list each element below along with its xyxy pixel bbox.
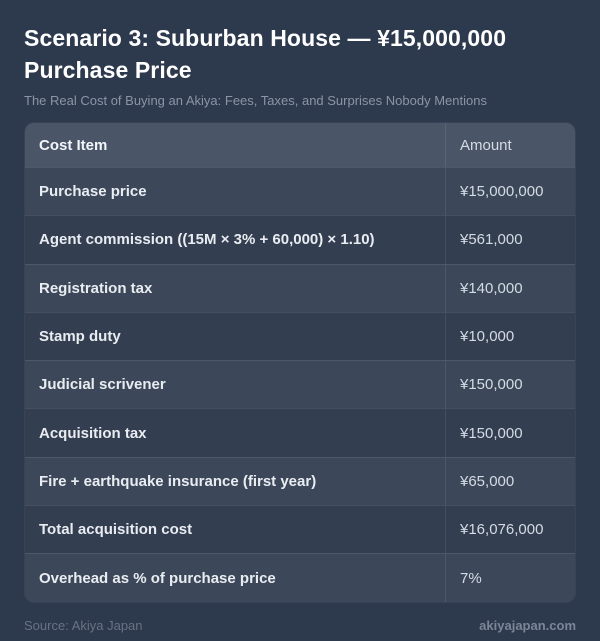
cost-item-cell: Judicial scrivener [39, 376, 166, 394]
column-header-amount: Amount [445, 123, 575, 167]
cost-item-cell: Registration tax [39, 279, 153, 297]
amount-cell: ¥561,000 [445, 216, 575, 264]
table-row: Agent commission ((15M × 3% + 60,000) × … [25, 215, 575, 264]
table-row: Fire + earthquake insurance (first year)… [25, 456, 575, 506]
amount-cell: ¥16,076,000 [445, 506, 575, 554]
cost-item-cell: Overhead as % of purchase price [39, 569, 276, 587]
cost-item-cell: Fire + earthquake insurance (first year) [39, 472, 317, 490]
amount-cell: ¥10,000 [445, 312, 575, 361]
cost-item-cell: Agent commission ((15M × 3% + 60,000) × … [39, 231, 375, 249]
table-row: Overhead as % of purchase price 7% [25, 553, 575, 602]
amount-cell: ¥150,000 [445, 361, 575, 409]
website-label: akiyajapan.com [479, 617, 576, 633]
amount-cell: ¥65,000 [445, 457, 575, 506]
table-row: Purchase price ¥15,000,000 [25, 167, 575, 216]
table-header-row: Cost Item Amount [25, 123, 575, 167]
amount-cell: 7% [445, 554, 575, 602]
table-row: Stamp duty ¥10,000 [25, 311, 575, 361]
table-row: Total acquisition cost ¥16,076,000 [25, 505, 575, 554]
amount-cell: ¥150,000 [445, 409, 575, 457]
table-row: Acquisition tax ¥150,000 [25, 408, 575, 457]
cost-item-cell: Total acquisition cost [39, 521, 193, 539]
footer: Source: Akiya Japan akiyajapan.com [24, 618, 576, 633]
table-body: Purchase price ¥15,000,000 Agent commiss… [25, 167, 575, 602]
cost-item-cell: Stamp duty [39, 328, 121, 346]
table-row: Registration tax ¥140,000 [25, 263, 575, 312]
cost-item-cell: Acquisition tax [39, 424, 147, 442]
table-row: Judicial scrivener ¥150,000 [25, 360, 575, 409]
page-subtitle: The Real Cost of Buying an Akiya: Fees, … [24, 93, 487, 108]
amount-cell: ¥15,000,000 [445, 168, 575, 216]
column-header-cost-item: Cost Item [39, 136, 108, 154]
cost-item-cell: Purchase price [39, 183, 147, 201]
source-attribution: Source: Akiya Japan [24, 617, 143, 633]
page-title: Scenario 3: Suburban House — ¥15,000,000… [24, 25, 507, 83]
amount-cell: ¥140,000 [445, 264, 575, 312]
cost-table: Cost Item Amount Purchase price ¥15,000,… [24, 122, 576, 603]
